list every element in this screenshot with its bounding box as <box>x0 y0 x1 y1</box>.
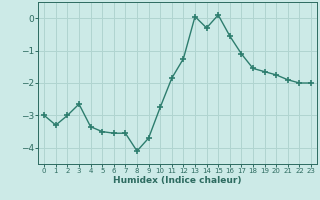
X-axis label: Humidex (Indice chaleur): Humidex (Indice chaleur) <box>113 176 242 185</box>
